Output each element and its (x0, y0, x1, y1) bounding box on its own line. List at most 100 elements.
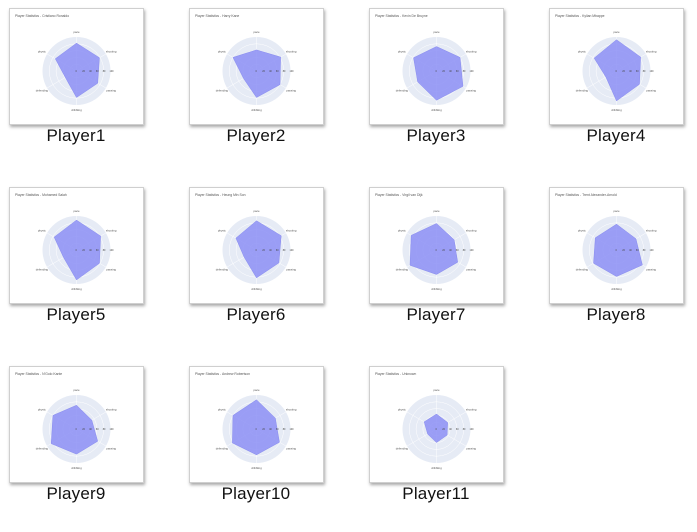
radar-axis-label: passing (466, 268, 476, 272)
radar-axis-label: dribbling (431, 466, 442, 470)
radar-tick-label: 60 (636, 70, 639, 73)
file-thumbnail: Player Statistics - Cristiano Ronaldo 0 20… (9, 8, 144, 125)
radar-tick-label: 20 (622, 249, 625, 252)
radar-axis-label: physic (218, 229, 227, 233)
radar-axis-label: defending (36, 447, 49, 451)
chart-title: Player Statistics - Kylian Mbappe (555, 14, 605, 18)
radar-axis-label: shooting (286, 229, 297, 233)
radar-axis-label: shooting (106, 408, 117, 412)
radar-axis-label: dribbling (251, 108, 262, 112)
radar-series-area (235, 220, 282, 279)
radar-tick-label: 20 (262, 70, 265, 73)
radar-tick-label: 20 (442, 70, 445, 73)
radar-tick-label: 40 (629, 249, 632, 252)
radar-axis-label: shooting (466, 50, 477, 54)
file-item-player8[interactable]: Player Statistics - Trent Alexander-Arno… (540, 179, 697, 349)
radar-axis-label: passing (466, 447, 476, 451)
radar-tick-label: 40 (269, 70, 272, 73)
file-name-label: Player7 (406, 305, 466, 324)
radar-axis-label: pace (73, 388, 80, 392)
radar-axis-label: defending (36, 89, 49, 93)
file-thumbnail: Player Statistics - Kylian Mbappe 0 20 40 60… (549, 8, 684, 125)
radar-axis-label: pace (73, 209, 80, 213)
radar-axis-label: pace (253, 30, 260, 34)
file-thumbnail: Player Statistics - Heung Min Son 0 20 40 60… (189, 187, 324, 304)
radar-tick-label: 80 (103, 249, 106, 252)
radar-axis-label: physic (578, 50, 587, 54)
radar-axis-label: pace (253, 388, 260, 392)
file-item-player2[interactable]: Player Statistics - Harry Kane 0 20 40 60 80 1… (180, 0, 340, 170)
file-item-player1[interactable]: Player Statistics - Cristiano Ronaldo 0 20… (0, 0, 160, 170)
file-thumbnail: Player Statistics - Unknown 0 20 40 60 80 100 p… (369, 366, 504, 483)
radar-axis-label: pace (613, 209, 620, 213)
radar-tick-label: 40 (449, 249, 452, 252)
radar-tick-label: 80 (643, 70, 646, 73)
chart-title: Player Statistics - Cristiano Ronaldo (15, 14, 69, 18)
radar-tick-label: 60 (96, 249, 99, 252)
chart-title: Player Statistics - Heung Min Son (195, 193, 246, 197)
file-item-player6[interactable]: Player Statistics - Heung Min Son 0 20 40 60… (180, 179, 340, 349)
radar-tick-label: 0 (76, 70, 78, 73)
file-item-player10[interactable]: Player Statistics - Andrew Robertson 0 20 4… (180, 358, 340, 528)
radar-tick-label: 20 (442, 249, 445, 252)
file-name-label: Player8 (586, 305, 646, 324)
file-item-player7[interactable]: Player Statistics - Virgil van Dijk 0 20 40… (360, 179, 520, 349)
radar-axis-label: pace (73, 30, 80, 34)
radar-tick-label: 40 (89, 428, 92, 431)
file-item-player3[interactable]: Player Statistics - Kevin De Bruyne 0 20 40… (360, 0, 520, 170)
chart-title: Player Statistics - N'Golo Kante (15, 372, 62, 376)
chart-title: Player Statistics - Harry Kane (195, 14, 239, 18)
file-item-player4[interactable]: Player Statistics - Kylian Mbappe 0 20 40 60… (540, 0, 697, 170)
file-name-label: Player10 (221, 484, 291, 503)
radar-axis-label: pace (613, 30, 620, 34)
radar-tick-label: 0 (436, 249, 438, 252)
file-name-label: Player2 (226, 126, 286, 145)
radar-axis-label: shooting (646, 50, 657, 54)
file-name-label: Player1 (46, 126, 106, 145)
file-item-player11[interactable]: Player Statistics - Unknown 0 20 40 60 80 100 p… (360, 358, 520, 528)
radar-axis-label: physic (218, 408, 227, 412)
radar-tick-label: 60 (96, 70, 99, 73)
radar-axis-label: defending (36, 268, 49, 272)
file-thumbnail: Player Statistics - N'Golo Kante 0 20 40 60 8… (9, 366, 144, 483)
radar-series-area (55, 42, 100, 98)
radar-tick-label: 0 (616, 70, 618, 73)
radar-axis-label: physic (578, 229, 587, 233)
radar-tick-label: 100 (290, 249, 295, 252)
radar-series-area (423, 413, 448, 443)
file-thumbnail: Player Statistics - Andrew Robertson 0 20 4… (189, 366, 324, 483)
radar-tick-label: 60 (276, 249, 279, 252)
radar-tick-label: 100 (110, 249, 115, 252)
radar-axis-label: pace (253, 209, 260, 213)
radar-tick-label: 0 (76, 428, 78, 431)
file-item-player5[interactable]: Player Statistics - Mohamed Salah 0 20 40 60… (0, 179, 160, 349)
radar-axis-label: dribbling (431, 108, 442, 112)
radar-axis-label: passing (646, 268, 656, 272)
radar-tick-label: 80 (643, 249, 646, 252)
radar-axis-label: shooting (286, 408, 297, 412)
radar-axis-label: physic (398, 229, 407, 233)
radar-tick-label: 100 (470, 428, 475, 431)
radar-axis-label: passing (106, 447, 116, 451)
radar-tick-label: 20 (82, 428, 85, 431)
radar-tick-label: 100 (110, 428, 115, 431)
radar-axis-label: dribbling (431, 287, 442, 291)
chart-title: Player Statistics - Trent Alexander-Arno… (555, 193, 617, 197)
file-thumbnail: Player Statistics - Mohamed Salah 0 20 40 60… (9, 187, 144, 304)
radar-axis-label: defending (396, 268, 409, 272)
radar-axis-label: dribbling (71, 108, 82, 112)
radar-tick-label: 20 (622, 70, 625, 73)
radar-tick-label: 60 (456, 428, 459, 431)
radar-tick-label: 80 (283, 249, 286, 252)
radar-tick-label: 0 (256, 428, 258, 431)
file-item-player9[interactable]: Player Statistics - N'Golo Kante 0 20 40 60 8… (0, 358, 160, 528)
radar-tick-label: 80 (283, 70, 286, 73)
radar-axis-label: defending (576, 268, 589, 272)
radar-tick-label: 60 (276, 70, 279, 73)
radar-tick-label: 0 (436, 70, 438, 73)
radar-series-area (593, 39, 641, 102)
file-thumbnail: Player Statistics - Harry Kane 0 20 40 60 80 1… (189, 8, 324, 125)
radar-tick-label: 60 (456, 249, 459, 252)
radar-tick-label: 40 (89, 70, 92, 73)
